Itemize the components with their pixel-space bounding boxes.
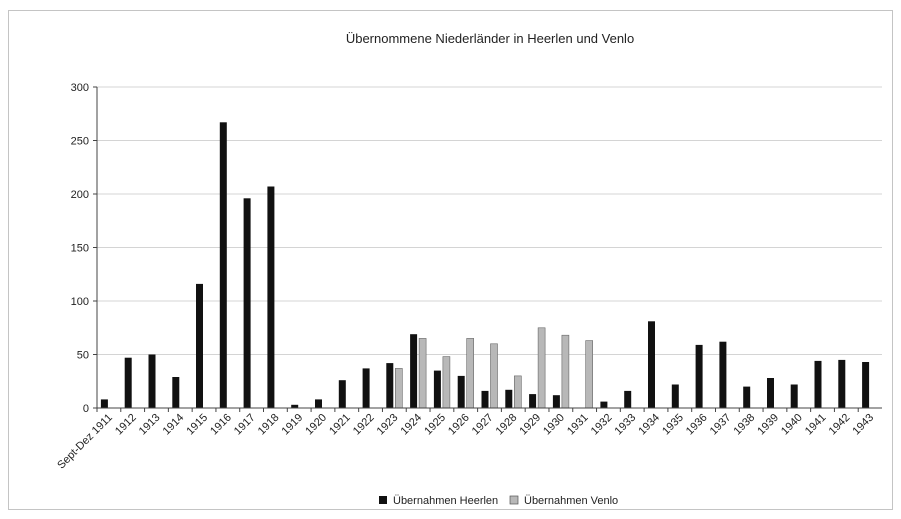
bar-heerlen-1933 (624, 390, 632, 408)
x-tick-label: 1925 (422, 412, 448, 438)
bars (100, 122, 870, 409)
x-tick-label: 1939 (755, 412, 781, 438)
x-tick-label: 1920 (303, 412, 329, 438)
bar-heerlen-1928 (505, 389, 513, 408)
x-axis: Sept-Dez 1911191219131914191519161917191… (55, 407, 882, 472)
bar-venlo-1926 (466, 338, 475, 409)
bar-venlo-1923 (394, 368, 403, 409)
bar-heerlen-1943 (862, 362, 870, 408)
bar-heerlen-sept-dez-1911 (100, 399, 108, 408)
x-tick-label: 1924 (398, 412, 424, 438)
bar-heerlen-1922 (362, 368, 370, 408)
x-tick-label: 1937 (708, 412, 734, 438)
x-tick-label: 1928 (494, 412, 520, 438)
x-tick-label: 1930 (541, 412, 567, 438)
legend-swatch-heerlen (379, 496, 387, 504)
bar-venlo-1930 (561, 334, 570, 409)
x-tick-label: 1919 (280, 412, 306, 438)
bar-heerlen-1927 (481, 390, 489, 408)
bar-venlo-1931 (585, 340, 594, 409)
x-tick-label: 1931 (565, 412, 591, 438)
bar-heerlen-1930 (552, 395, 560, 408)
x-tick-label: 1938 (731, 412, 757, 438)
x-tick-label: 1914 (161, 412, 187, 438)
y-tick-label: 50 (77, 350, 89, 362)
x-tick-label: 1940 (779, 412, 805, 438)
x-tick-label: 1932 (589, 412, 615, 438)
bar-venlo-1927 (490, 343, 498, 409)
x-tick-label: 1935 (660, 412, 686, 438)
x-tick-label: 1916 (208, 412, 234, 438)
legend-label-heerlen: Übernahmen Heerlen (393, 495, 498, 507)
bar-heerlen-1936 (695, 344, 703, 408)
bar-heerlen-1929 (529, 394, 537, 408)
gridlines (97, 86, 882, 355)
legend-label-venlo: Übernahmen Venlo (524, 495, 618, 507)
x-tick-label: 1942 (827, 412, 853, 438)
y-axis: 0 50 100 150 200 250 300 (71, 82, 98, 415)
bar-heerlen-1913 (148, 354, 156, 408)
x-tick-label: 1921 (327, 412, 353, 438)
bar-heerlen-1920 (315, 399, 322, 408)
bar-heerlen-1938 (743, 386, 751, 408)
x-tick-label: 1923 (375, 412, 401, 438)
y-tick-label: 150 (71, 243, 89, 255)
chart-title: Übernommene Niederländer in Heerlen und … (346, 31, 634, 46)
bar-heerlen-1921 (338, 380, 346, 408)
bar-heerlen-1914 (172, 377, 180, 408)
x-tick-label: Sept-Dez 1911 (55, 412, 115, 472)
bar-heerlen-1932 (600, 401, 608, 408)
x-tick-label: 1926 (446, 412, 472, 438)
x-tick-label: 1941 (803, 412, 829, 438)
x-tick-label: 1927 (470, 412, 496, 438)
y-tick-label: 300 (71, 82, 89, 94)
x-tick-label: 1943 (850, 412, 876, 438)
bar-heerlen-1939 (767, 378, 774, 408)
bar-heerlen-1915 (196, 283, 203, 408)
bar-venlo-1924 (418, 338, 427, 409)
x-tick-label: 1913 (137, 412, 163, 438)
chart-frame (8, 10, 893, 510)
y-tick-label: 100 (71, 296, 89, 308)
y-tick-label: 0 (83, 403, 89, 415)
bar-heerlen-1912 (124, 357, 132, 408)
bar-venlo-1928 (513, 375, 522, 409)
bar-heerlen-1941 (814, 360, 822, 408)
bar-heerlen-1940 (790, 384, 798, 408)
bar-heerlen-1916 (219, 122, 227, 409)
bar-heerlen-1935 (671, 384, 679, 408)
bar-heerlen-1917 (243, 198, 251, 408)
bar-venlo-1925 (442, 356, 451, 409)
x-tick-label: 1912 (113, 412, 139, 438)
x-tick-label: 1936 (684, 412, 710, 438)
bar-heerlen-1942 (838, 359, 846, 408)
bar-heerlen-1924 (410, 334, 418, 408)
x-tick-label: 1917 (232, 412, 258, 438)
x-tick-label: 1915 (184, 412, 210, 438)
bar-heerlen-1934 (648, 321, 655, 408)
bar-heerlen-1926 (457, 375, 465, 408)
x-tick-label: 1918 (256, 412, 282, 438)
x-tick-label: 1933 (613, 412, 639, 438)
bar-heerlen-1923 (386, 363, 394, 408)
x-tick-label: 1934 (636, 412, 662, 438)
legend-swatch-venlo (509, 495, 519, 505)
y-tick-label: 200 (71, 189, 89, 201)
y-tick-label: 250 (71, 136, 89, 148)
bar-heerlen-1937 (719, 341, 727, 408)
bar-heerlen-1918 (267, 186, 275, 408)
x-tick-label: 1929 (517, 412, 543, 438)
x-tick-label: 1922 (351, 412, 377, 438)
bar-venlo-1929 (537, 327, 546, 409)
legend: Übernahmen Heerlen Übernahmen Venlo (379, 495, 618, 507)
bar-heerlen-1919 (291, 404, 299, 408)
bar-heerlen-1925 (433, 370, 441, 408)
